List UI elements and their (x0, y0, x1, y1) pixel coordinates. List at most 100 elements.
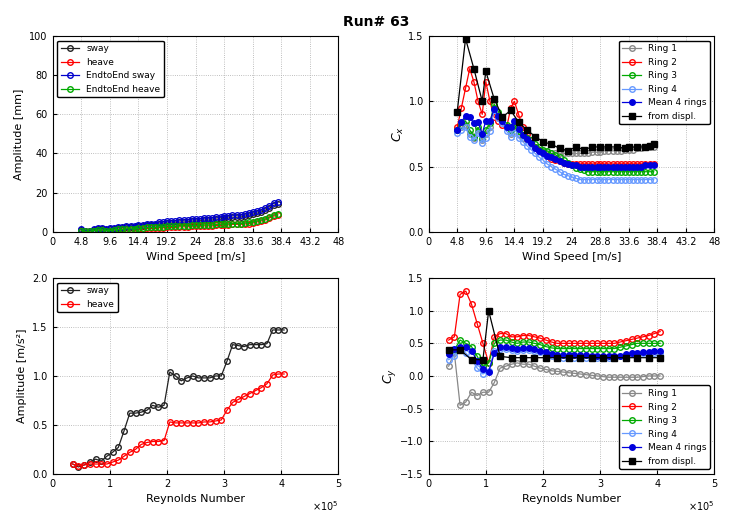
Mean 4 rings (650, 348, 659, 354)
Ring 1 (632, 145, 641, 151)
Mean 4 rings (624, 163, 633, 169)
sway (134, 223, 143, 229)
Ring 4 (564, 355, 573, 361)
heave (159, 437, 168, 443)
Ring 1 (526, 140, 535, 146)
Ring 2 (473, 321, 482, 327)
Ring 4 (510, 129, 519, 135)
Ring 1 (523, 138, 532, 144)
Legend: sway, heave, EndtoEnd sway, EndtoEnd heave: sway, heave, EndtoEnd sway, EndtoEnd hea… (57, 41, 164, 97)
Ring 3 (641, 168, 650, 175)
EndtoEnd sway (77, 226, 86, 232)
Ring 4 (616, 353, 625, 359)
Ring 1 (620, 146, 629, 152)
from displ. (456, 347, 465, 353)
Y-axis label: Amplitude [mm]: Amplitude [mm] (14, 88, 24, 180)
Ring 4 (580, 177, 589, 183)
Ring 2 (575, 161, 584, 167)
EndtoEnd sway (159, 219, 168, 225)
Ring 3 (587, 346, 596, 352)
Ring 2 (570, 340, 579, 347)
Ring 4 (535, 349, 544, 355)
from displ. (481, 68, 490, 74)
from displ. (496, 353, 505, 359)
Ring 4 (490, 107, 499, 113)
Mean 4 rings (559, 352, 568, 358)
Ring 2 (567, 161, 576, 167)
sway (118, 225, 127, 231)
Ring 4 (478, 371, 487, 377)
Ring 2 (469, 79, 478, 85)
Ring 1 (478, 389, 487, 396)
Ring 1 (486, 124, 495, 130)
sway (245, 341, 254, 348)
EndtoEnd sway (105, 225, 114, 231)
Ring 1 (599, 373, 608, 380)
heave (253, 219, 262, 225)
Mean 4 rings (641, 162, 650, 168)
Ring 4 (553, 355, 562, 361)
Ring 4 (581, 355, 590, 361)
Ring 3 (610, 346, 619, 352)
EndtoEnd sway (89, 226, 99, 232)
Ring 3 (506, 127, 515, 133)
Mean 4 rings (473, 358, 482, 364)
Ring 2 (596, 161, 605, 167)
Line: Ring 2: Ring 2 (454, 66, 656, 167)
EndtoEnd sway (147, 220, 156, 227)
sway (234, 342, 243, 349)
Ring 2 (649, 161, 658, 167)
EndtoEnd sway (122, 223, 131, 229)
sway (142, 407, 151, 413)
Ring 1 (456, 402, 465, 408)
Ring 1 (498, 118, 507, 124)
heave (216, 222, 225, 229)
heave (211, 418, 220, 424)
X-axis label: Wind Speed [m/s]: Wind Speed [m/s] (146, 252, 245, 262)
sway (211, 373, 220, 379)
Ring 2 (593, 340, 602, 347)
from displ. (596, 144, 605, 150)
sway (204, 217, 213, 223)
Y-axis label: Amplitude [m/s²]: Amplitude [m/s²] (17, 329, 27, 423)
Line: Ring 3: Ring 3 (446, 337, 663, 369)
heave (102, 228, 111, 234)
sway (162, 220, 171, 226)
Ring 2 (490, 334, 499, 340)
Ring 3 (551, 152, 560, 158)
Ring 1 (588, 149, 597, 155)
heave (118, 227, 127, 233)
heave (204, 223, 213, 229)
Ring 3 (502, 122, 511, 128)
Ring 3 (632, 168, 641, 175)
Ring 3 (575, 346, 584, 352)
Ring 2 (559, 160, 569, 166)
Ring 4 (604, 355, 613, 361)
Ring 1 (632, 374, 641, 381)
Ring 1 (478, 138, 487, 144)
Ring 2 (645, 161, 654, 167)
Ring 4 (506, 133, 515, 140)
EndtoEnd sway (162, 218, 171, 224)
sway (241, 213, 250, 219)
Ring 1 (553, 368, 562, 374)
Mean 4 rings (461, 344, 470, 350)
Ring 4 (555, 168, 564, 175)
Ring 2 (610, 340, 619, 347)
EndtoEnd sway (110, 225, 119, 231)
Ring 3 (599, 346, 608, 352)
Ring 4 (588, 177, 597, 183)
Ring 1 (587, 372, 596, 379)
EndtoEnd sway (150, 220, 159, 227)
Ring 2 (498, 122, 507, 128)
Ring 1 (580, 150, 589, 157)
Mean 4 rings (444, 351, 453, 357)
Ring 3 (624, 168, 633, 175)
Ring 4 (593, 355, 602, 361)
sway (183, 375, 192, 381)
Line: EndtoEnd heave: EndtoEnd heave (78, 211, 280, 234)
sway (105, 226, 114, 232)
sway (89, 227, 99, 233)
Ring 4 (453, 129, 462, 135)
Ring 1 (555, 150, 564, 157)
